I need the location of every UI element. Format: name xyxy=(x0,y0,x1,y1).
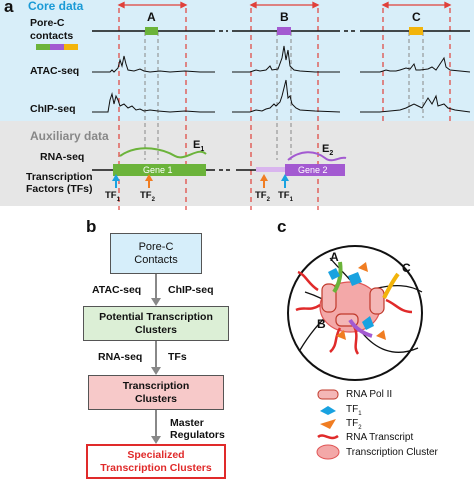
tf2-glyph-2 xyxy=(336,330,346,340)
porec-label-line2: contacts xyxy=(30,30,74,42)
arrow-label-chip: ChIP-seq xyxy=(168,284,214,296)
tf2-glyph-1 xyxy=(358,262,368,272)
arrow-label-atac: ATAC-seq xyxy=(92,284,142,296)
region-c-fiber xyxy=(382,272,400,299)
cluster-label-a: A xyxy=(330,250,339,264)
contact-b xyxy=(277,27,291,35)
porec-key-purple xyxy=(50,44,64,50)
rna-transcript-1 xyxy=(297,270,319,292)
rna-pol-ii-2 xyxy=(369,287,385,315)
panel-b-letter: b xyxy=(86,217,97,236)
contact-a xyxy=(145,27,158,35)
tf-arrows xyxy=(112,174,289,188)
auxiliary-data-background xyxy=(0,121,474,206)
gene-1-label: Gene 1 xyxy=(143,165,173,175)
legend-transcription-cluster: Transcription Cluster xyxy=(346,447,438,458)
chip-seq-label: ChIP-seq xyxy=(30,103,76,115)
rna-seq-label: RNA-seq xyxy=(40,151,85,163)
rna-seq-arc-2 xyxy=(287,151,347,162)
tf-label-1: TF1 xyxy=(105,190,120,203)
core-data-title: Core data xyxy=(28,0,84,13)
region-label-c: C xyxy=(412,10,421,24)
arrow-label-master: Master xyxy=(170,417,204,429)
atac-seq-label: ATAC-seq xyxy=(30,65,80,77)
box-specialized-clusters: Specialized Transcription Clusters xyxy=(86,444,226,479)
region-b-fiber xyxy=(348,318,373,338)
contact-guides xyxy=(144,32,424,160)
rna-transcript-3 xyxy=(329,327,342,353)
gene-2-box xyxy=(285,164,345,176)
tf1-glyph-2 xyxy=(348,272,362,286)
panel-a-letter: a xyxy=(4,0,14,16)
rna-pol-ii-icon xyxy=(317,389,339,400)
arrow-label-regulators: Regulators xyxy=(170,429,225,441)
rna-transcript-4 xyxy=(385,298,413,314)
enhancer-1-label: E1 xyxy=(193,139,205,154)
rna-seq-arc-1 xyxy=(119,147,207,159)
porec-key-yellow xyxy=(64,44,78,50)
tf1-icon xyxy=(320,406,336,415)
tf-label-2: TF2 xyxy=(140,190,155,203)
region-label-b: B xyxy=(280,10,289,24)
porec-key-green xyxy=(36,44,50,50)
tf-label-4: TF1 xyxy=(278,190,293,203)
tf2-icon xyxy=(320,419,336,429)
gene-2-label: Gene 2 xyxy=(298,165,328,175)
legend-tf2: TF2 xyxy=(346,418,362,432)
transcription-cluster-icon xyxy=(316,444,340,460)
region-label-a: A xyxy=(147,10,156,24)
porec-label-line1: Pore-C xyxy=(30,17,65,29)
region-a-fiber xyxy=(332,261,343,294)
rna-transcript-2 xyxy=(295,303,321,312)
tf-label-3: TF2 xyxy=(255,190,270,203)
box-porec-contacts: Pore-C Contacts xyxy=(110,233,202,274)
arrow-label-rna: RNA-seq xyxy=(98,351,143,363)
enhancer-2-label: E2 xyxy=(322,143,334,158)
panel-c-letter: c xyxy=(277,217,287,236)
atac-seq-signal xyxy=(92,45,471,73)
legend-rna-pol-ii: RNA Pol II xyxy=(346,389,393,400)
core-data-background xyxy=(0,0,474,121)
tf-label-line2: Factors (TFs) xyxy=(26,183,93,195)
legend-rna-transcript: RNA Transcript xyxy=(346,432,414,443)
gene-1-box xyxy=(113,164,206,176)
contact-c xyxy=(409,27,423,35)
box-potential-clusters: Potential Transcription Clusters xyxy=(83,306,229,341)
tf1-glyph-3 xyxy=(362,316,374,330)
box-transcription-clusters: Transcription Clusters xyxy=(88,375,224,410)
chip-seq-signal xyxy=(92,79,471,113)
rna-transcript-icon xyxy=(317,434,339,440)
region-brackets xyxy=(117,1,452,9)
legend-tf1: TF1 xyxy=(346,404,362,418)
rna-pol-ii-1 xyxy=(321,283,337,313)
gene-2-upstream xyxy=(256,167,285,172)
arrow-label-tfs: TFs xyxy=(168,351,187,363)
tf1-glyph-1 xyxy=(328,268,340,280)
region-boundaries xyxy=(118,8,451,210)
cluster-label-b: B xyxy=(317,317,326,331)
cluster-label-c: C xyxy=(402,261,411,275)
auxiliary-data-title: Auxiliary data xyxy=(30,129,109,143)
tf2-glyph-3 xyxy=(376,330,386,340)
tf-label-line1: Transcription xyxy=(26,171,93,183)
